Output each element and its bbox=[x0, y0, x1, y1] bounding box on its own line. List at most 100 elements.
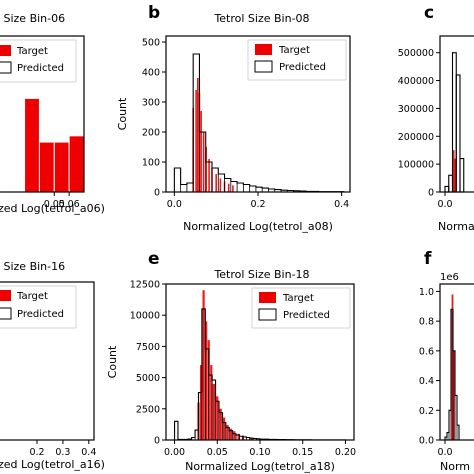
panel-e-x-tick-label: 0.10 bbox=[249, 447, 270, 458]
panel-e-y-tick-label: 5000 bbox=[136, 373, 160, 384]
panel-b-y-tick-label: 200 bbox=[142, 128, 160, 139]
panel-e-target-bar bbox=[212, 383, 215, 440]
panel-f-target-bar bbox=[451, 294, 454, 440]
panel-d-legend-box bbox=[0, 285, 77, 329]
panel-f-y-tick-label: 0.4 bbox=[419, 376, 434, 387]
panel-e-x-tick-label: 0.00 bbox=[164, 447, 185, 458]
panel-c-y-tick-label: 100000 bbox=[398, 160, 434, 171]
panel-a-target-bar bbox=[68, 135, 85, 193]
panel-d-x-ticks: 0.2 0.3 0.4 bbox=[29, 440, 96, 458]
panel-f-y-tick-label: 0.2 bbox=[419, 406, 434, 417]
panel-c-x-ticks: 0.0 bbox=[437, 192, 453, 210]
panel-b-target-bar bbox=[215, 174, 217, 192]
panel-e-letter: e bbox=[148, 249, 160, 269]
panel-a-target-bar bbox=[53, 141, 70, 193]
panel-f-x-label: Norm bbox=[440, 460, 470, 473]
panel-e-target-bar bbox=[199, 365, 203, 440]
panel-b-x-ticks: 0.0 0.2 0.4 bbox=[167, 192, 349, 210]
panel-f-x-tick-label: 0.0 bbox=[437, 447, 452, 458]
panel-b-target-bar bbox=[205, 147, 207, 192]
panel-a-target-bar bbox=[38, 141, 55, 193]
panel-d-x-label: Normalized Log(tetrol_a16) bbox=[0, 458, 105, 471]
panel-e: e Tetrol Size Bin-18 0.00 0.05 0.10 0.15 0.2… bbox=[106, 249, 356, 473]
panel-d-legend-target-label: Target bbox=[16, 291, 48, 302]
panel-c-y-tick-label: 500000 bbox=[398, 48, 434, 59]
panel-d-legend-predicted-swatch bbox=[0, 307, 12, 320]
panel-e-target-bar bbox=[219, 408, 222, 440]
panel-c-y-tick-label: 400000 bbox=[398, 76, 434, 87]
panel-d-legend: Target Predicted bbox=[0, 285, 77, 329]
panel-e-target-bar bbox=[229, 428, 233, 440]
panel-c-predicted-bar bbox=[455, 74, 461, 193]
panel-e-x-label: Normalized Log(tetrol_a18) bbox=[185, 460, 335, 473]
panel-b-target-bar bbox=[219, 178, 222, 192]
panel-e-y-label: Count bbox=[106, 345, 119, 378]
panel-b-target-bar bbox=[200, 111, 202, 192]
panel-e-target-bar bbox=[233, 431, 236, 440]
panel-f-plot-area bbox=[444, 294, 460, 440]
panel-a-frame bbox=[0, 35, 85, 193]
panel-c-target-bar bbox=[454, 158, 456, 192]
panel-d-x-tick-label: 0.2 bbox=[29, 447, 44, 458]
panel-e-x-tick-label: 0.15 bbox=[292, 447, 313, 458]
panel-a-target-bar bbox=[24, 97, 40, 193]
panel-f-y-tick-label: 0.8 bbox=[419, 317, 434, 328]
panel-d-legend-target-swatch bbox=[0, 290, 11, 301]
panel-b-legend-predicted-label: Predicted bbox=[279, 62, 326, 73]
panel-a-x-tick-label: 0.06 bbox=[59, 199, 80, 210]
panel-b-y-tick-label: 100 bbox=[142, 158, 160, 169]
panel-f-y-tick-label: 1.0 bbox=[419, 287, 434, 298]
panel-e-y-tick-label: 10000 bbox=[130, 311, 160, 322]
panel-e-x-tick-label: 0.05 bbox=[207, 447, 228, 458]
panel-b-target-bar bbox=[208, 159, 210, 192]
panel-a-x-tick-label: 0.05 bbox=[44, 199, 65, 210]
panel-e-y-tick-label: 0 bbox=[154, 436, 160, 447]
panel-c-y-tick-label: 300000 bbox=[398, 104, 434, 115]
panel-e-target-bar bbox=[223, 417, 226, 440]
panel-b-legend-target-swatch bbox=[255, 44, 272, 55]
panel-e-y-tick-label: 2500 bbox=[136, 404, 160, 415]
panel-c-letter: c bbox=[424, 3, 434, 23]
panel-e-target-bar bbox=[216, 396, 219, 440]
panel-e-legend: Target Predicted bbox=[251, 287, 351, 329]
panel-e-legend-predicted-label: Predicted bbox=[283, 310, 330, 321]
panel-c-target-bar bbox=[452, 150, 455, 192]
panel-b-x-tick-label: 0.4 bbox=[334, 199, 349, 210]
panel-a-title: Tetrol Size Bin-06 bbox=[0, 12, 65, 25]
panel-f-predicted-histogram bbox=[444, 308, 460, 440]
panel-b-target-bar bbox=[196, 78, 199, 192]
panel-e-y-tick-label: 7500 bbox=[136, 342, 160, 353]
panel-f-y-ticks: 0.0 0.2 0.4 0.6 0.8 1.0 bbox=[419, 287, 440, 447]
panel-c-x-tick-label: 0.0 bbox=[437, 199, 452, 210]
panel-e-y-ticks: 0 2500 5000 7500 10000 12500 bbox=[130, 280, 166, 447]
panel-f: f 1e6 0.0 0.0 0.2 0.4 0.6 0.8 1.0 Norm bbox=[419, 249, 474, 473]
panel-c: c 0.0 0 100000 200000 300000 400000 500000 No… bbox=[398, 3, 474, 233]
panel-c-x-label: Normaliz bbox=[438, 220, 474, 233]
panel-c-plot-area bbox=[444, 52, 465, 193]
panel-f-y-tick-label: 0.0 bbox=[419, 436, 434, 447]
panel-a-plot-area bbox=[24, 97, 85, 193]
panel-b-y-ticks: 0 100 200 300 400 500 bbox=[142, 38, 166, 199]
panel-b-target-bar bbox=[232, 185, 234, 192]
panel-e-x-ticks: 0.00 0.05 0.10 0.15 0.20 bbox=[164, 440, 356, 458]
panel-a-legend-target-swatch bbox=[0, 45, 11, 56]
panel-b-x-tick-label: 0.0 bbox=[167, 199, 182, 210]
panel-f-offset-label: 1e6 bbox=[440, 272, 459, 283]
panel-a-legend: Target Predicted bbox=[0, 39, 77, 83]
panel-c-predicted-bar bbox=[448, 174, 454, 193]
panel-b-y-tick-label: 400 bbox=[142, 68, 160, 79]
panel-a-legend-box bbox=[0, 39, 77, 83]
panel-b-y-label: Count bbox=[116, 97, 129, 130]
panel-d-legend-predicted-label: Predicted bbox=[17, 309, 64, 320]
panel-c-predicted-bar bbox=[444, 185, 450, 193]
panel-b-y-tick-label: 300 bbox=[142, 98, 160, 109]
panel-b-x-tick-label: 0.2 bbox=[250, 199, 265, 210]
panel-e-title: Tetrol Size Bin-18 bbox=[213, 268, 309, 281]
panel-b-target-bar bbox=[227, 183, 230, 192]
panel-d-title: Tetrol Size Bin-16 bbox=[0, 260, 65, 273]
panel-b-y-tick-label: 500 bbox=[142, 38, 160, 49]
panel-c-y-tick-label: 0 bbox=[428, 188, 434, 199]
panel-f-target-bar bbox=[452, 350, 455, 440]
panel-c-y-tick-label: 200000 bbox=[398, 132, 434, 143]
